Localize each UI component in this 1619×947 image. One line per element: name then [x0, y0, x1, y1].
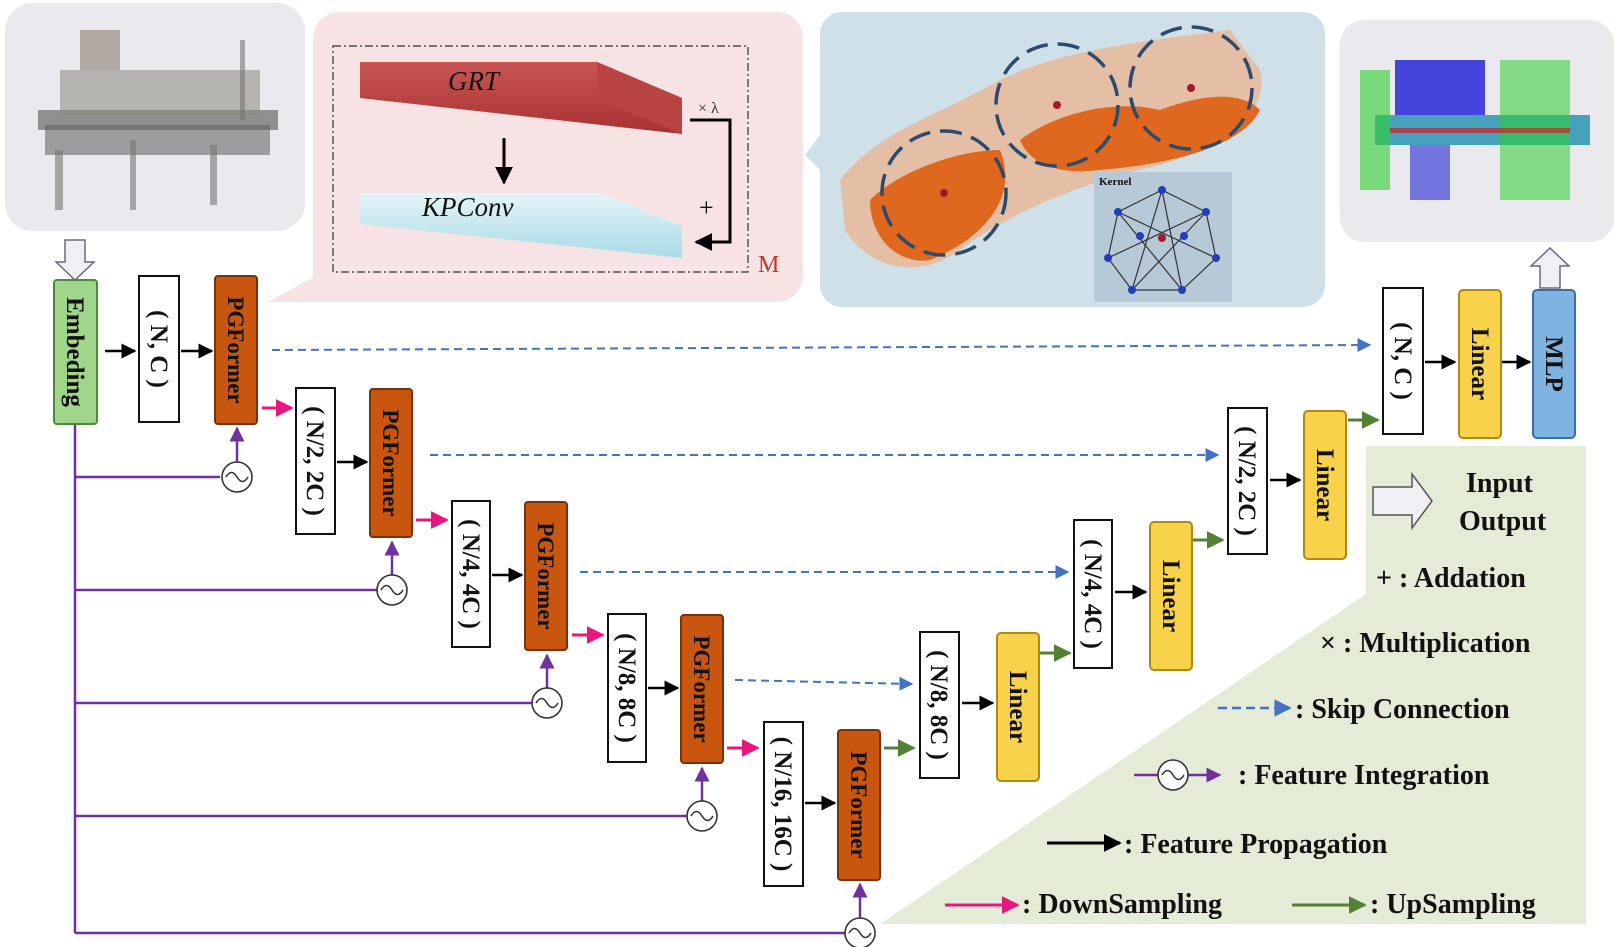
kernel-label: Kernel [1099, 176, 1131, 188]
shape-box-n4-4c-encoder: ( N/4, 4C ) [451, 500, 491, 648]
shape-label: ( N/2, 2C ) [301, 406, 328, 516]
plus-label: + [699, 193, 714, 222]
linear-block-2: Linear [1149, 521, 1193, 671]
linear-block-4: Linear [1458, 289, 1502, 439]
legend-input: Input [1466, 468, 1534, 499]
shape-label: ( N/4, 4C ) [1079, 539, 1106, 649]
grt-label: GRT [448, 66, 501, 96]
kpconv-label: KPConv [421, 192, 514, 222]
legend-downsampling: : DownSampling [1022, 889, 1222, 920]
linear-block-1: Linear [996, 632, 1040, 782]
shape-box-n-c-decoder: ( N, C ) [1382, 287, 1424, 435]
pgformer-block-3: PGFormer [524, 501, 568, 651]
mlp-label: MLP [1540, 336, 1567, 392]
shape-box-n8-8c-encoder: ( N/8, 8C ) [607, 613, 647, 763]
times-lambda-label: × λ [698, 100, 719, 117]
kernel-neighborhood-image: Kernel [805, 12, 1325, 307]
legend-addition: + : Addation [1376, 563, 1526, 594]
pgformer-label: PGFormer [689, 635, 714, 742]
linear-label: Linear [1157, 560, 1184, 632]
shape-box-n8-8c-decoder: ( N/8, 8C ) [919, 631, 960, 779]
shape-label: ( N, C ) [145, 310, 172, 388]
pgformer-block-1: PGFormer [214, 275, 258, 425]
linear-block-3: Linear [1303, 410, 1347, 560]
shape-box-n-c-encoder: ( N, C ) [138, 275, 180, 423]
legend-skip: : Skip Connection [1295, 694, 1510, 725]
shape-label: ( N/8, 8C ) [925, 650, 952, 760]
shape-label: ( N/4, 4C ) [457, 519, 484, 629]
kpconv-block [360, 193, 682, 258]
legend-feature-propagation: : Feature Propagation [1124, 829, 1388, 860]
shape-box-n16-16c: ( N/16, 16C ) [763, 721, 804, 887]
input-point-cloud-image [5, 3, 305, 231]
shape-box-n4-4c-decoder: ( N/4, 4C ) [1073, 519, 1113, 669]
pgformer-block-2: PGFormer [369, 388, 413, 538]
embedding-label: Embeding [61, 297, 88, 407]
pgformer-label: PGFormer [533, 522, 558, 629]
pgformer-label: PGFormer [846, 751, 871, 858]
pgformer-block-5: PGFormer [837, 729, 881, 881]
pgformer-detail-panel: GRT KPConv × λ + M [268, 12, 803, 302]
shape-label: ( N, C ) [1389, 322, 1416, 400]
mlp-block: MLP [1532, 289, 1576, 439]
feature-integration-lines [73, 424, 846, 935]
shape-label: ( N/8, 8C ) [613, 633, 640, 743]
pgformer-block-4: PGFormer [680, 614, 724, 764]
input-hollow-arrow [54, 239, 96, 282]
legend-panel [880, 446, 1586, 924]
legend-multiplication: × : Multiplication [1320, 628, 1531, 659]
shape-box-n2-2c-encoder: ( N/2, 2C ) [295, 387, 336, 535]
pgformer-label: PGFormer [223, 296, 248, 403]
legend-io-arrow-icon [1372, 471, 1433, 531]
legend-output: Output [1459, 506, 1547, 537]
linear-label: Linear [1004, 671, 1031, 743]
legend-feature-integration: : Feature Integration [1238, 760, 1490, 791]
shape-label: ( N/2, 2C ) [1233, 426, 1260, 536]
m-label: M [758, 252, 779, 278]
legend-upsampling: : UpSampling [1370, 889, 1536, 920]
output-hollow-arrow [1529, 246, 1571, 289]
embedding-block: Embeding [53, 279, 98, 425]
pgformer-label: PGFormer [378, 409, 403, 516]
skip-connections [271, 338, 1372, 691]
shape-label: ( N/16, 16C ) [769, 737, 796, 872]
linear-label: Linear [1466, 328, 1493, 400]
legend: Input Output + : Addation × : Multiplica… [945, 468, 1547, 920]
linear-label: Linear [1311, 449, 1338, 521]
output-segmentation-image [1340, 20, 1614, 242]
shape-box-n2-2c-decoder: ( N/2, 2C ) [1227, 407, 1268, 555]
